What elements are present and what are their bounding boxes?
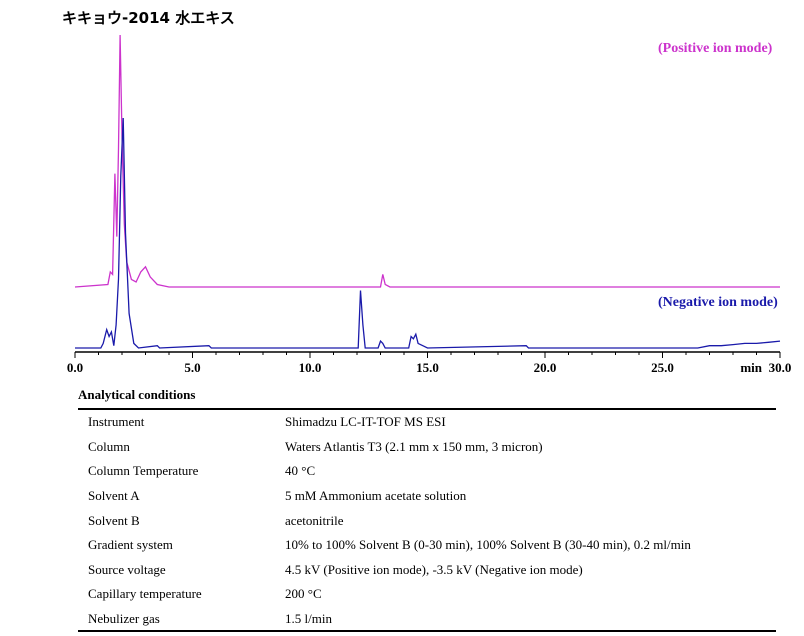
row-key: Solvent B [88,512,140,528]
row-key: Column Temperature [88,463,199,479]
table-row: Solvent A 5 mM Ammonium acetate solution [78,484,776,509]
row-value: 200 °C [285,586,322,602]
row-value: 10% to 100% Solvent B (0-30 min), 100% S… [285,537,691,553]
table-row: Column Waters Atlantis T3 (2.1 mm x 150 m… [78,435,776,460]
row-key: Gradient system [88,537,173,553]
table-row: Solvent B acetonitrile [78,508,776,533]
conditions-table: Instrument Shimadzu LC-IT-TOF MS ESI Colu… [78,410,776,631]
x-tick-label: 0.0 [67,360,83,375]
legend-positive-ion-mode: (Positive ion mode) [658,41,773,56]
row-key: Nebulizer gas [88,611,160,627]
row-key: Solvent A [88,488,140,504]
x-tick-label: 5.0 [184,360,200,375]
x-unit-label: min [740,360,762,375]
row-value: 1.5 l/min [285,611,332,627]
row-key: Column [88,438,130,454]
conditions-heading: Analytical conditions [78,387,196,402]
legend-negative-ion-mode: (Negative ion mode) [658,295,778,310]
row-value: acetonitrile [285,512,344,528]
table-top-rule [78,408,776,410]
x-tick-label: 20.0 [534,360,557,375]
row-key: Source voltage [88,561,166,577]
table-row: Capillary temperature 200 °C [78,582,776,607]
table-row: Column Temperature 40 °C [78,459,776,484]
row-key: Capillary temperature [88,586,202,602]
series-line-negative [75,117,781,349]
x-tick-label: 25.0 [651,360,674,375]
table-row: Nebulizer gas 1.5 l/min [78,607,776,632]
table-bottom-rule [78,630,776,632]
x-tick-label: 15.0 [416,360,439,375]
x-tick-label: 30.0 [769,360,792,375]
series-line-positive [74,34,780,288]
chromatogram-chart: 0.0 5.0 10.0 15.0 20.0 25.0 30.0 min [67,34,792,375]
table-row: Source voltage 4.5 kV (Positive ion mode)… [78,558,776,583]
row-key: Instrument [88,414,145,430]
table-row: Gradient system 10% to 100% Solvent B (0-… [78,533,776,558]
row-value: 40 °C [285,463,316,479]
row-value: 5 mM Ammonium acetate solution [285,488,467,504]
row-value: 4.5 kV (Positive ion mode), -3.5 kV (Neg… [285,561,583,577]
x-tick-label: 10.0 [299,360,322,375]
row-value: Shimadzu LC-IT-TOF MS ESI [285,414,446,430]
row-value: Waters Atlantis T3 (2.1 mm x 150 mm, 3 m… [285,438,543,454]
chart-title: キキョウ-2014 水エキス [62,9,235,27]
table-row: Instrument Shimadzu LC-IT-TOF MS ESI [78,410,776,435]
